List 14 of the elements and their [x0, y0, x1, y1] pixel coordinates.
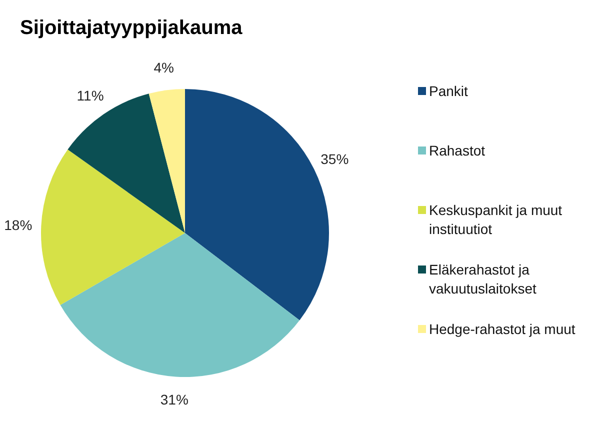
- legend-label: Hedge-rahastot ja muut: [429, 321, 576, 337]
- pie-slice: [60, 233, 300, 377]
- data-label: 4%: [154, 59, 174, 76]
- legend-label: Rahastot: [429, 142, 486, 158]
- pie-slice: [148, 89, 185, 233]
- legend-label: Eläkerahastot ja vakuutuslaitokset: [429, 262, 537, 296]
- legend-label: Pankit: [429, 83, 468, 99]
- data-label: 31%: [160, 392, 188, 408]
- chart-title: Sijoittajatyyppijakauma: [20, 17, 244, 39]
- data-label: 18%: [4, 217, 32, 234]
- legend-label: Keskuspankit ja muut instituutiot: [429, 202, 562, 237]
- data-label: 11%: [76, 87, 104, 104]
- pie-slice: [41, 149, 185, 305]
- data-label: 35%: [320, 150, 349, 167]
